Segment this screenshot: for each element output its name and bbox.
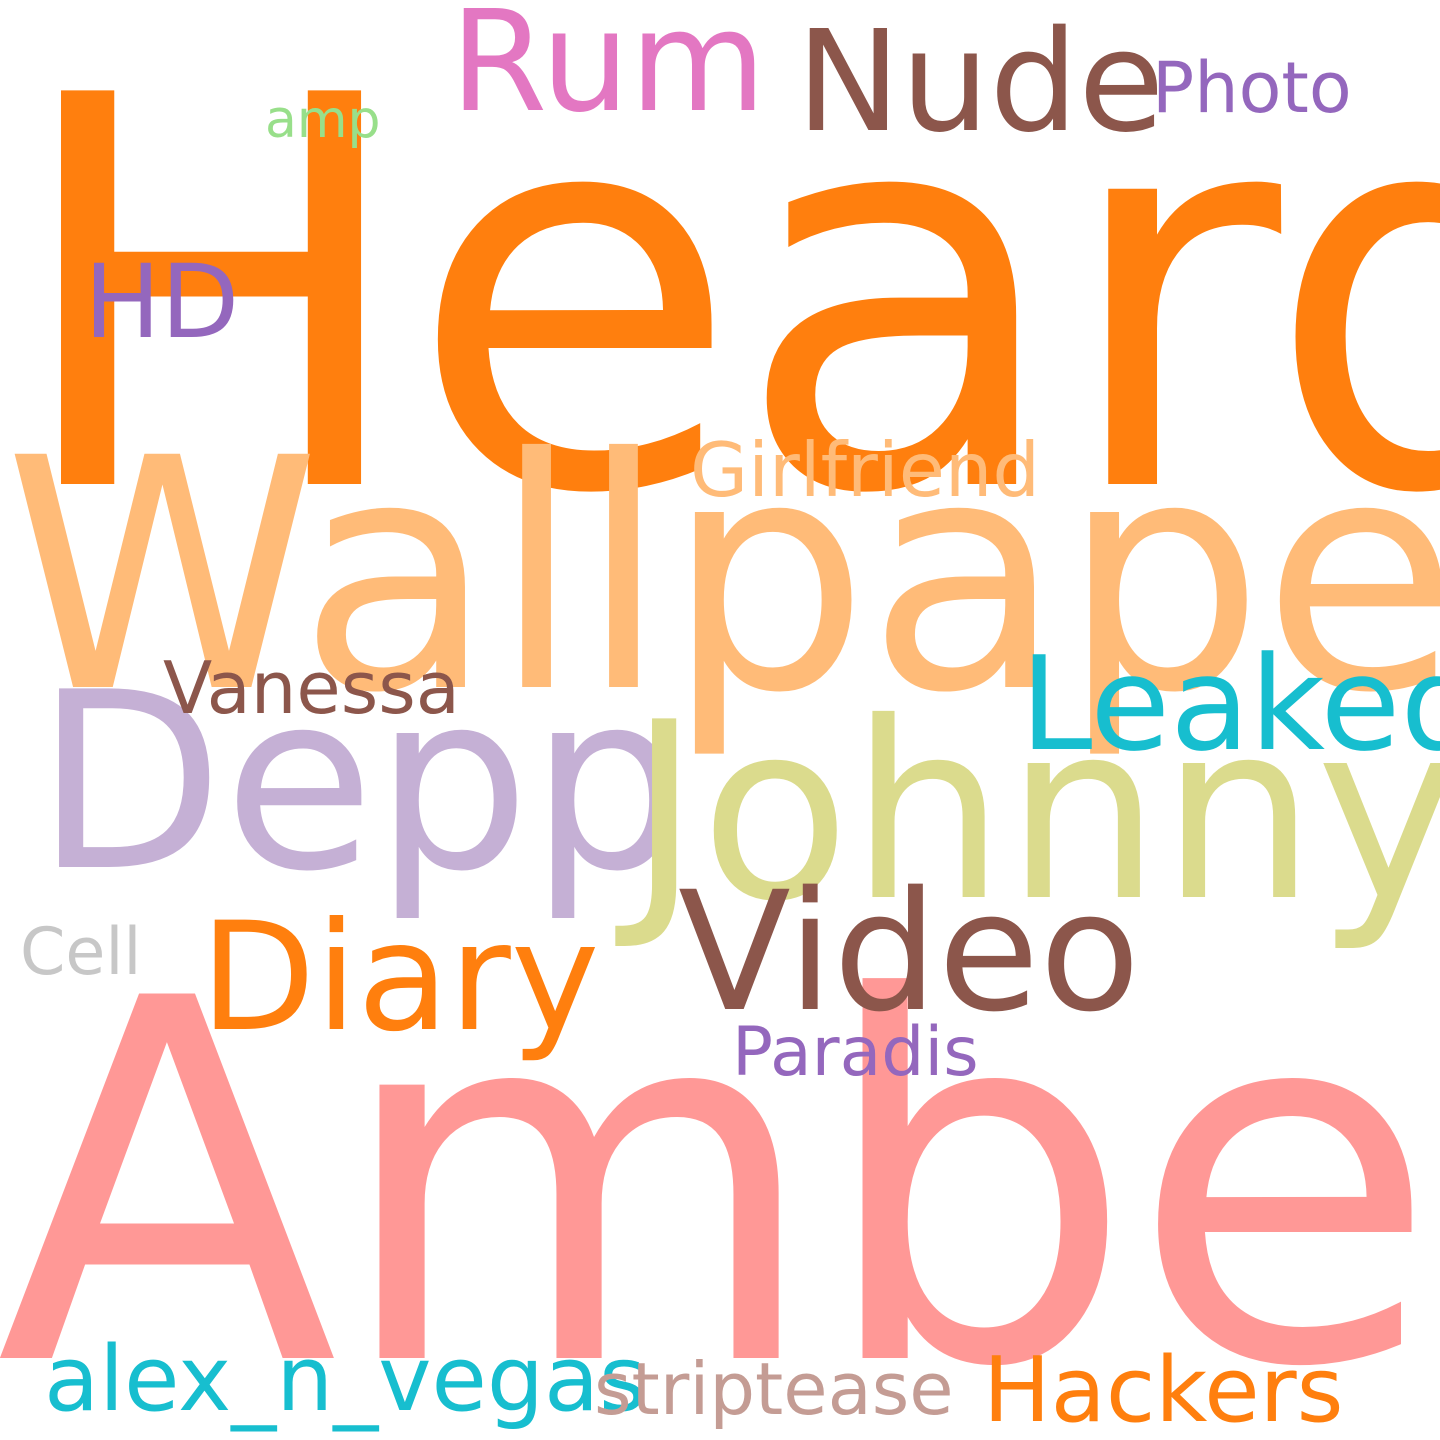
word-paradis: Paradis (732, 1013, 979, 1092)
word-vanessa: Vanessa (163, 646, 460, 730)
word-wallpaper: Wallpaper (4, 391, 1440, 763)
word-amber: Amber (0, 894, 1440, 1440)
word-girlfriend: Girlfriend (690, 426, 1040, 514)
word-alex-n-vegas: alex_n_vegas (44, 1327, 647, 1432)
word-depp: Depp (35, 640, 686, 925)
word-hd: HD (84, 243, 240, 362)
word-leaked: Leaked (1020, 628, 1440, 780)
word-johnny: Johnny (628, 670, 1440, 955)
word-nude: Nude (796, 1, 1165, 164)
word-cell: Cell (20, 915, 142, 990)
word-hackers: Hackers (983, 1338, 1344, 1440)
word-striptease: striptease (594, 1347, 954, 1431)
word-video: Video (678, 856, 1141, 1048)
word-diary: Diary (200, 891, 600, 1065)
word-rum: Rum (450, 0, 767, 144)
word-heard: Heard (8, 0, 1440, 612)
word-amp: amp (265, 90, 381, 150)
word-photo: Photo (1152, 47, 1352, 129)
